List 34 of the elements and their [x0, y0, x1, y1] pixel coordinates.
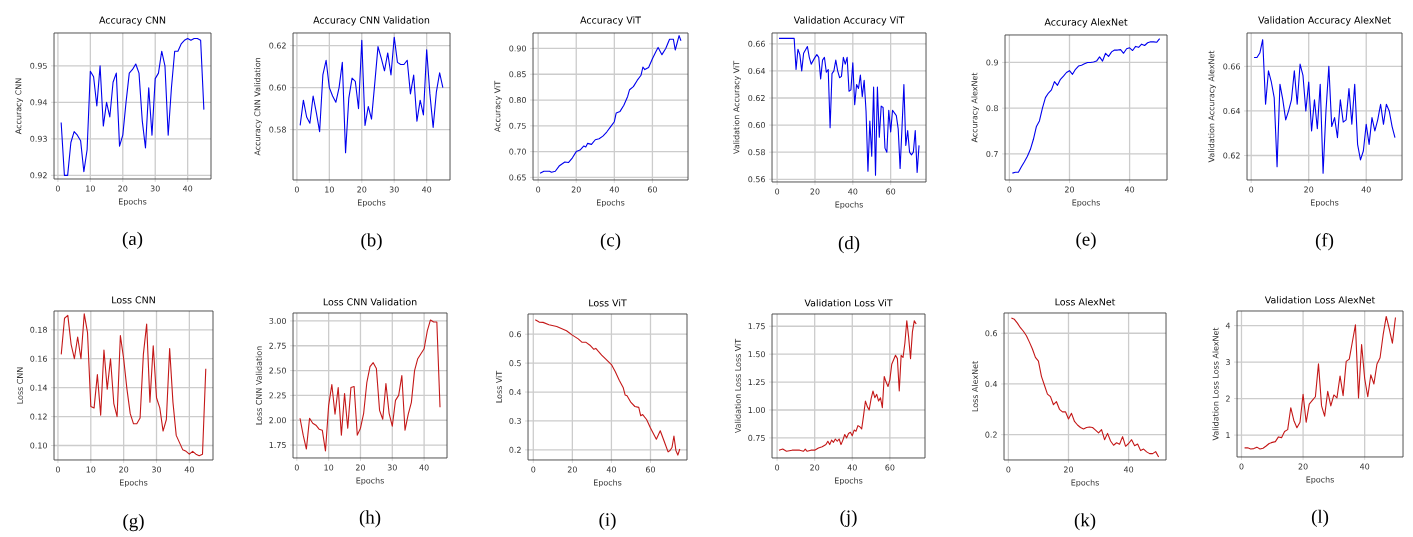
- text: (l): [1311, 509, 1329, 527]
- text: (j): [840, 509, 857, 528]
- text: (e): [1076, 232, 1096, 250]
- chart-title: Loss CNN Validation: [323, 298, 417, 306]
- chart-title: Loss ViT: [589, 299, 627, 307]
- text: (h): [359, 510, 381, 528]
- chart-title: Validation Loss ViT: [804, 299, 893, 307]
- line-series: [60, 313, 207, 457]
- line-series: [1010, 317, 1160, 458]
- text: (i): [599, 512, 616, 530]
- chart-title: Loss CNN: [112, 296, 155, 304]
- text: (a): [122, 231, 143, 249]
- chart-title: Accuracy CNN: [99, 16, 166, 26]
- chart-title: Validation Accuracy ViT: [793, 16, 905, 26]
- chart-title: Validation Loss AlexNet: [1264, 296, 1376, 304]
- line-series: [539, 35, 682, 174]
- text: (c): [600, 233, 621, 251]
- text: (f): [1315, 233, 1334, 251]
- line-series: [1011, 38, 1161, 174]
- chart-title: Accuracy AlexNet: [1044, 18, 1128, 28]
- chart-title: Accuracy CNN Validation: [313, 16, 430, 26]
- line-series: [299, 36, 444, 154]
- line-series: [1244, 315, 1397, 450]
- line-series: [778, 37, 920, 176]
- line-series: [299, 319, 441, 452]
- line-series: [60, 37, 205, 176]
- chart-title: Loss AlexNet: [1055, 298, 1116, 306]
- text: (g): [123, 513, 144, 532]
- text: (b): [361, 233, 382, 251]
- text: (d): [838, 235, 860, 254]
- chart-title: Validation Accuracy AlexNet: [1258, 16, 1391, 26]
- text: (k): [1074, 513, 1096, 531]
- line-series: [1253, 39, 1396, 174]
- chart-title: Accuracy ViT: [580, 16, 642, 26]
